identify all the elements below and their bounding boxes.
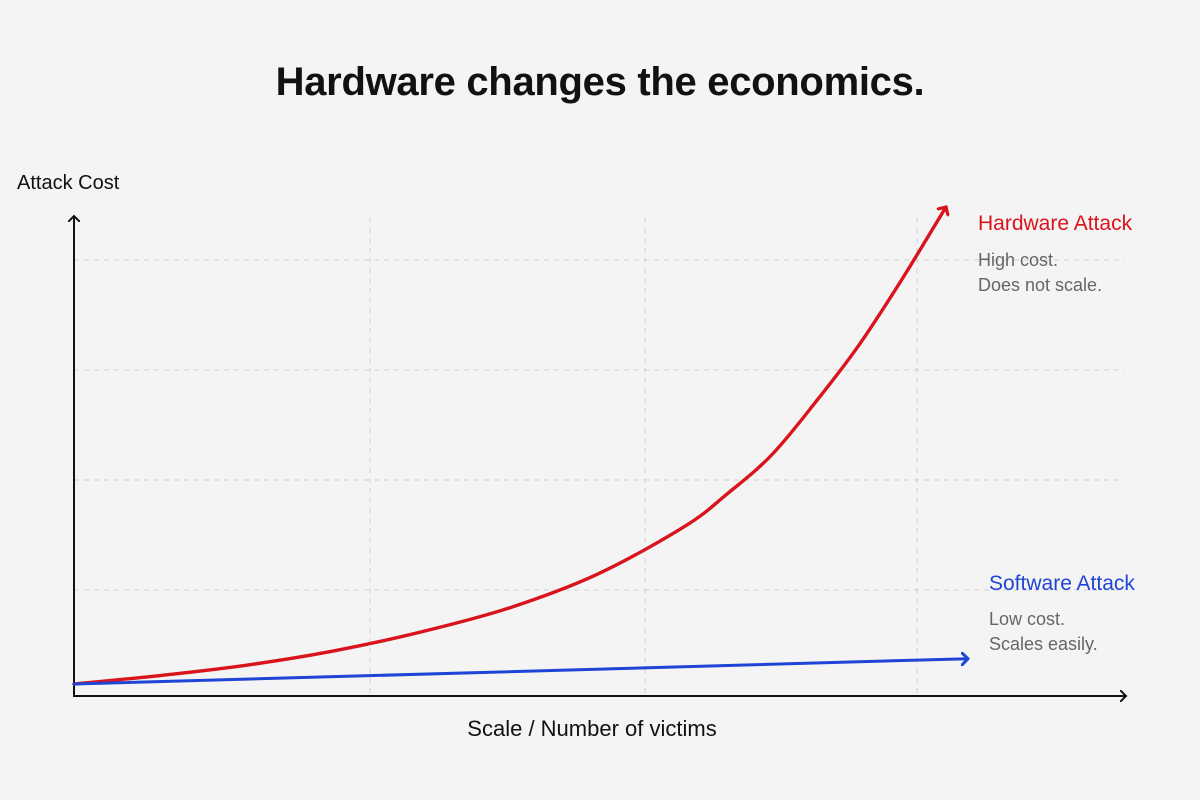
hardware-attack-note: High cost. Does not scale.	[978, 248, 1102, 298]
software-attack-note-line: Scales easily.	[989, 634, 1098, 654]
series-layer	[72, 205, 970, 686]
hardware-attack-label: Hardware Attack	[978, 212, 1133, 235]
software-attack-note-line: Low cost.	[989, 609, 1066, 629]
x-axis-label: Scale / Number of victims	[467, 716, 717, 741]
software-attack-label: Software Attack	[989, 572, 1135, 595]
grid-lines	[74, 218, 1125, 695]
y-axis-label: Attack Cost	[17, 172, 120, 194]
hardware-attack-line	[72, 205, 946, 686]
hardware-attack-note-line: High cost.	[978, 250, 1059, 270]
hardware-attack-note-line: Does not scale.	[978, 275, 1103, 295]
software-attack-line	[72, 659, 970, 686]
software-attack-note: Low cost. Scales easily.	[989, 607, 1098, 657]
chart-title: Hardware changes the economics.	[275, 60, 925, 104]
